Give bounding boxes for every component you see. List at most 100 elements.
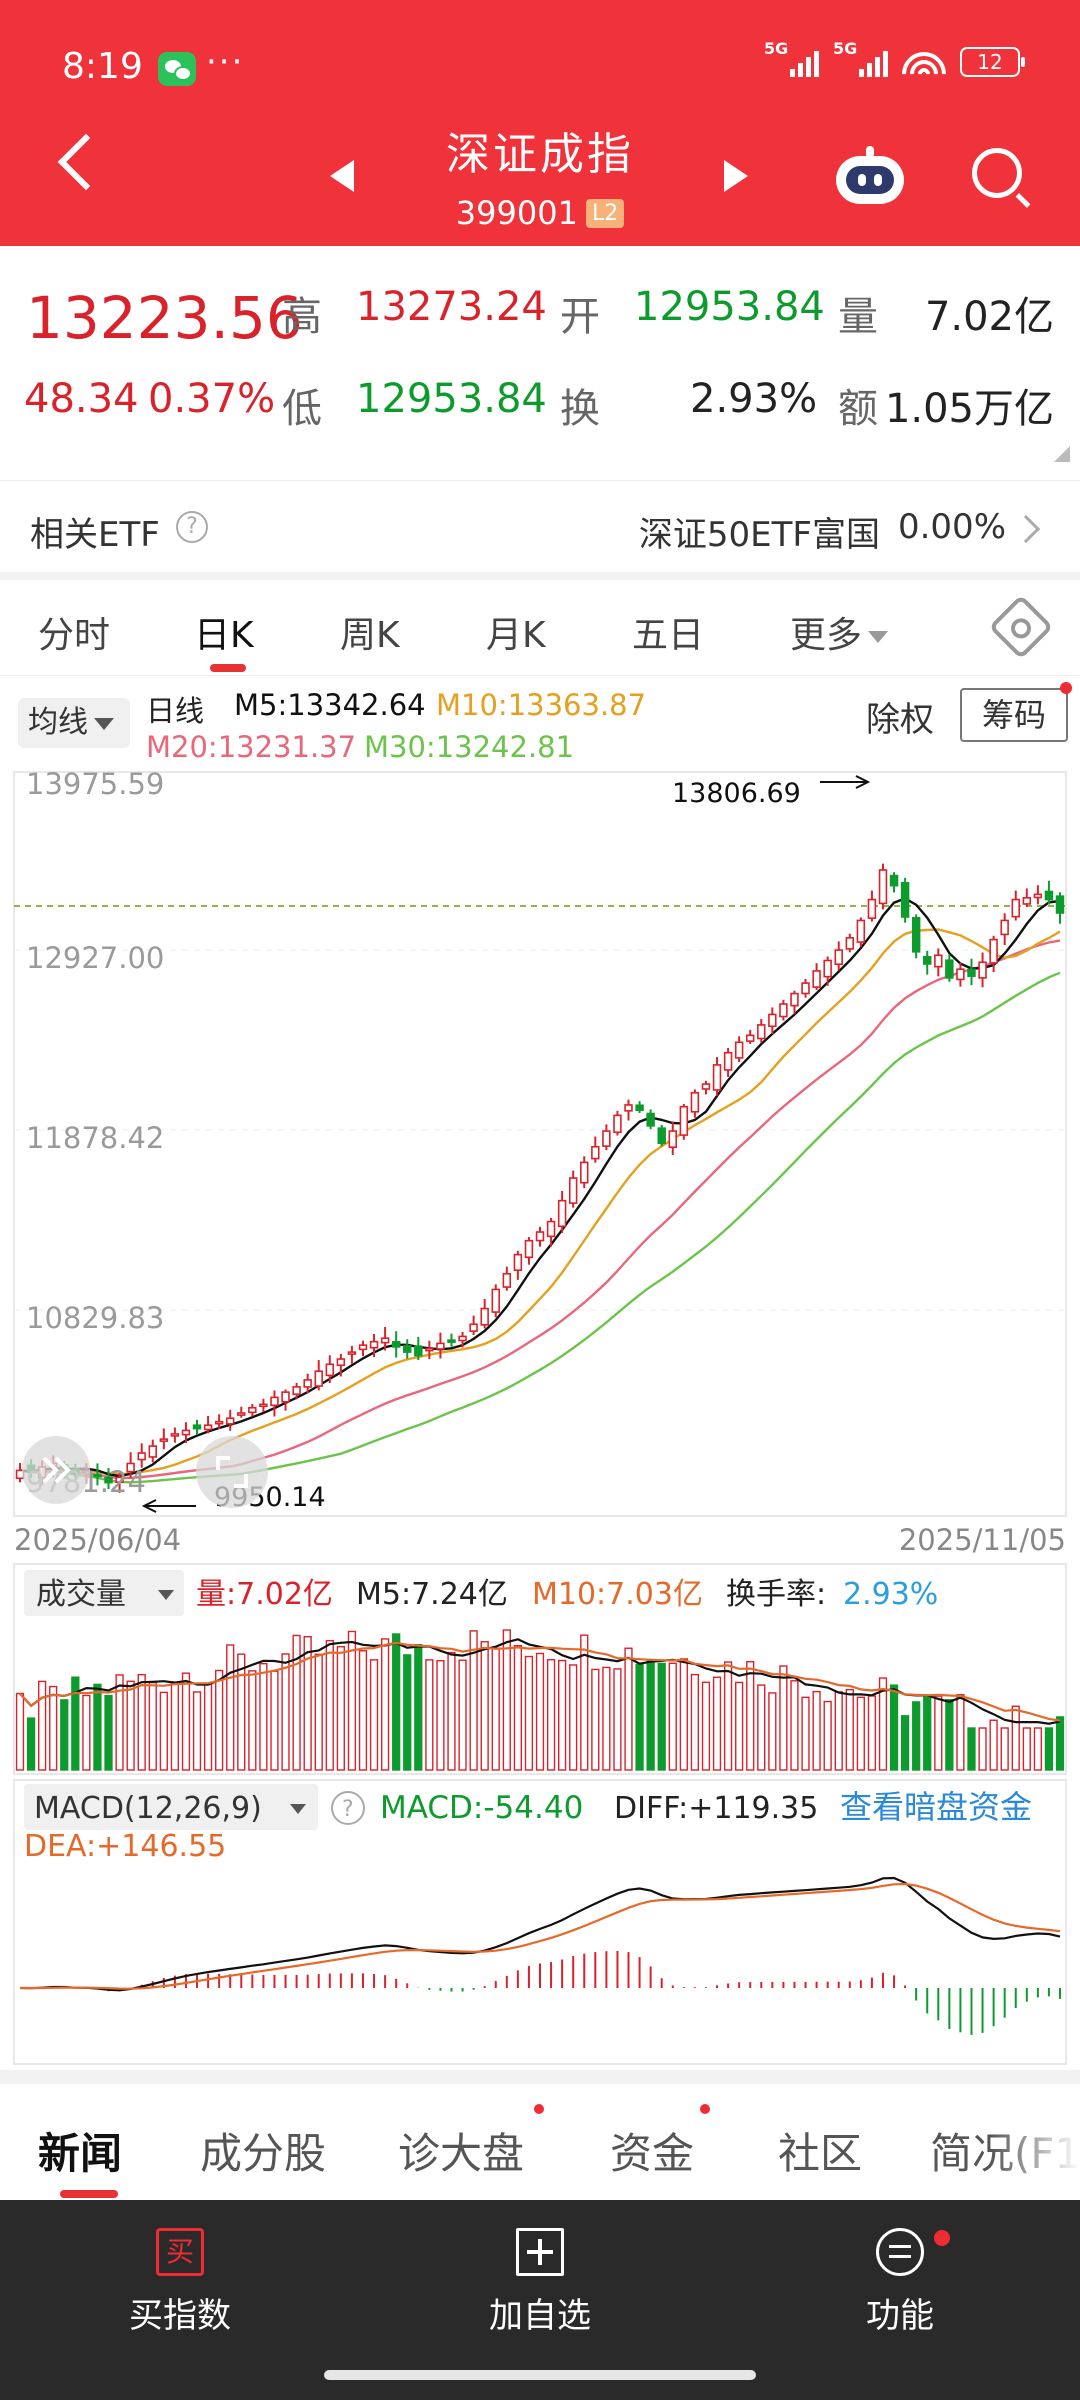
wechat-icon (158, 52, 196, 86)
candle (148, 1445, 157, 1458)
volume-m10: M10:7.03亿 (532, 1577, 703, 1612)
expand-corner-icon[interactable] (1054, 446, 1070, 462)
tab-capital[interactable]: 资金 (610, 2129, 695, 2178)
notification-dot (700, 2104, 710, 2114)
candles (15, 863, 1065, 1493)
volume-bar (436, 1659, 445, 1771)
settings-icon[interactable] (988, 594, 1054, 660)
dark-pool-link[interactable]: 查看暗盘资金 (840, 1788, 1032, 1826)
high-annotation: 13806.69 (672, 778, 801, 809)
chip-distribution-button[interactable]: 筹码 (960, 688, 1068, 742)
candle (779, 1003, 788, 1018)
volume-bar (237, 1653, 246, 1771)
candle (425, 1347, 434, 1352)
volume-bar (602, 1666, 611, 1771)
volume-bar (701, 1681, 711, 1771)
volume-bar (248, 1670, 257, 1771)
ex-rights-toggle[interactable]: 除权 (866, 700, 934, 740)
help-icon[interactable] (331, 1791, 365, 1825)
macd-dea-line (20, 1882, 1061, 1990)
functions-label: 功能 (866, 2296, 934, 2336)
volume-bar (1000, 1727, 1009, 1771)
plus-icon (516, 2228, 564, 2276)
volume-bar (535, 1652, 545, 1771)
candle (956, 968, 965, 981)
volume-bar (513, 1644, 523, 1771)
volume-selector-label: 成交量 (36, 1577, 126, 1612)
tab-news[interactable]: 新闻 (38, 2129, 123, 2178)
y-tick-label: 13975.59 (26, 770, 164, 801)
volume-bar (889, 1684, 899, 1771)
candle (591, 1145, 600, 1160)
chart-svg[interactable]: 13975.59 12927.00 11878.42 10829.83 9781… (0, 767, 1080, 2070)
volume-bar (226, 1644, 235, 1771)
fullscreen-button[interactable] (196, 1436, 268, 1508)
candle (546, 1220, 556, 1238)
l2-badge[interactable]: L2 (585, 198, 625, 228)
candle (137, 1452, 146, 1461)
add-watchlist-label: 加自选 (489, 2296, 591, 2336)
macd-selector[interactable] (24, 1784, 318, 1830)
tab-fade (990, 2084, 1080, 2200)
open-label: 开 (560, 294, 600, 340)
volume-bar (546, 1658, 556, 1771)
volume-bar (569, 1664, 578, 1771)
x-label-start: 2025/06/04 (14, 1523, 181, 1557)
volume-bar (104, 1694, 113, 1771)
tab-weekly-k[interactable]: 周K (340, 615, 400, 656)
volume-bar (856, 1696, 865, 1771)
volume-bar (878, 1677, 888, 1771)
tab-monthly-k[interactable]: 月K (486, 615, 546, 656)
notification-dot (1060, 682, 1072, 694)
related-etf-row[interactable]: 相关ETF ? 深证50ETF富国 0.00% (0, 480, 1080, 576)
candle (701, 1083, 711, 1090)
functions-button[interactable]: 功能 (800, 2228, 1000, 2337)
search-icon[interactable] (972, 148, 1022, 198)
volume-bar (392, 1633, 401, 1771)
tab-daily-k[interactable]: 日K (194, 615, 254, 656)
add-watchlist-button[interactable]: 加自选 (440, 2228, 640, 2337)
candle (923, 955, 932, 965)
candle (934, 954, 943, 968)
tab-constituents[interactable]: 成分股 (200, 2129, 327, 2178)
volume-selector[interactable] (24, 1570, 184, 1616)
candle (657, 1127, 666, 1145)
candle (458, 1335, 467, 1342)
candle (1044, 890, 1054, 901)
ma5-line (19, 897, 1061, 1478)
volume-bar (215, 1669, 224, 1771)
chart-area[interactable]: 13975.59 12927.00 11878.42 10829.83 9781… (0, 767, 1080, 2070)
tab-community[interactable]: 社区 (778, 2129, 863, 2178)
candle (834, 949, 843, 966)
volume-bar (414, 1643, 423, 1771)
high-value: 13273.24 (356, 284, 547, 330)
volume-bar (967, 1727, 976, 1771)
ma-selector[interactable]: 均线 (18, 698, 130, 748)
prev-stock-icon[interactable] (330, 160, 354, 192)
robot-assistant-icon[interactable] (836, 146, 904, 204)
help-icon[interactable]: ? (176, 511, 208, 543)
candle (635, 1104, 644, 1111)
wifi-icon (902, 46, 946, 78)
candle (270, 1396, 279, 1407)
turnover-value: 2.93% (690, 376, 818, 422)
candle (712, 1064, 722, 1091)
macd-histogram (30, 1950, 1061, 2035)
next-stock-icon[interactable] (724, 160, 748, 192)
volume-ma-lines (19, 1638, 1061, 1725)
help-icon-glyph: ? (342, 1797, 354, 1822)
volume-bar (679, 1658, 688, 1771)
tab-diagnosis[interactable]: 诊大盘 (398, 2129, 525, 2178)
volume-label: 量 (838, 294, 878, 340)
candle (325, 1363, 335, 1377)
diff-value: DIFF:+119.35 (614, 1791, 818, 1826)
tab-five-day[interactable]: 五日 (632, 615, 705, 656)
tab-more[interactable]: 更多 (790, 606, 889, 658)
tab-intraday[interactable]: 分时 (38, 615, 111, 656)
ma30-value: M30:13242.81 (364, 730, 575, 764)
y-tick-label: 12927.00 (26, 941, 164, 975)
buy-index-button[interactable]: 买 买指数 (80, 2228, 280, 2337)
volume-bar (1044, 1727, 1054, 1771)
candle (878, 869, 888, 905)
candle (945, 959, 954, 979)
